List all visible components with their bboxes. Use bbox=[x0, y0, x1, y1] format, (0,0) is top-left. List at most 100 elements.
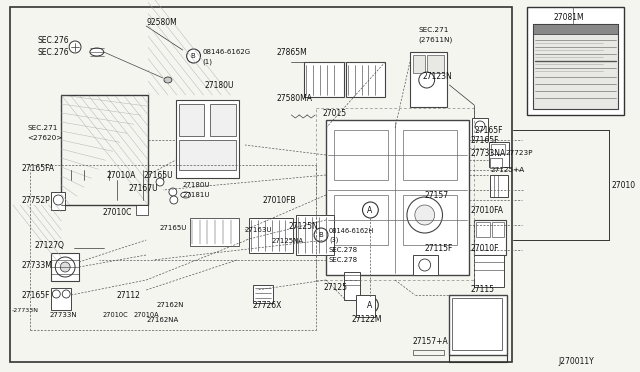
Text: 27122M: 27122M bbox=[351, 315, 382, 324]
Bar bbox=[527, 7, 624, 115]
Bar bbox=[334, 130, 388, 180]
Text: A: A bbox=[367, 205, 372, 215]
Bar bbox=[492, 222, 504, 237]
Bar bbox=[179, 140, 236, 170]
Circle shape bbox=[362, 202, 378, 218]
Circle shape bbox=[62, 290, 70, 298]
Text: 27010C: 27010C bbox=[103, 208, 132, 217]
Text: 27125N: 27125N bbox=[289, 221, 318, 231]
Bar bbox=[346, 62, 385, 97]
Circle shape bbox=[52, 290, 60, 298]
Text: 27010FB: 27010FB bbox=[263, 196, 296, 205]
Circle shape bbox=[169, 188, 177, 196]
Text: 27180U: 27180U bbox=[204, 80, 234, 90]
Text: 27157: 27157 bbox=[425, 190, 449, 199]
Text: 92580M: 92580M bbox=[146, 17, 177, 26]
Bar bbox=[304, 62, 344, 97]
Text: 27010FA: 27010FA bbox=[470, 205, 503, 215]
Text: 27181U: 27181U bbox=[183, 192, 210, 198]
Text: 27125+A: 27125+A bbox=[491, 167, 525, 173]
Text: (1): (1) bbox=[202, 59, 212, 65]
Bar bbox=[253, 285, 273, 303]
Text: 08146-6162H: 08146-6162H bbox=[329, 228, 374, 234]
Bar bbox=[51, 192, 65, 210]
Bar bbox=[452, 298, 502, 350]
Bar bbox=[189, 218, 239, 246]
Bar bbox=[296, 215, 334, 255]
Bar bbox=[403, 130, 458, 180]
Text: 27165F: 27165F bbox=[474, 125, 502, 135]
Bar bbox=[490, 158, 502, 168]
Text: 27165F: 27165F bbox=[22, 291, 50, 299]
Bar bbox=[413, 55, 425, 73]
Bar bbox=[136, 205, 148, 215]
Text: 27010A: 27010A bbox=[107, 170, 136, 180]
Text: 27123N: 27123N bbox=[423, 71, 452, 80]
Circle shape bbox=[314, 228, 328, 242]
Bar bbox=[403, 195, 458, 245]
Text: 27157+A: 27157+A bbox=[413, 337, 449, 346]
Text: 27165U: 27165U bbox=[160, 225, 188, 231]
Text: 27733M: 27733M bbox=[22, 260, 52, 269]
Text: 27865M: 27865M bbox=[276, 48, 307, 57]
Bar bbox=[249, 218, 293, 253]
Bar bbox=[344, 272, 360, 300]
Text: 27125: 27125 bbox=[324, 283, 348, 292]
Text: 27010: 27010 bbox=[611, 180, 636, 189]
Text: (3): (3) bbox=[329, 237, 339, 243]
Circle shape bbox=[55, 257, 75, 277]
Text: SEC.271: SEC.271 bbox=[419, 27, 449, 33]
Text: J270011Y: J270011Y bbox=[558, 357, 594, 366]
Text: SEC.278: SEC.278 bbox=[329, 257, 358, 263]
Text: 27733N: 27733N bbox=[49, 312, 77, 318]
Text: 08146-6162G: 08146-6162G bbox=[202, 49, 251, 55]
Circle shape bbox=[362, 297, 378, 313]
Bar bbox=[533, 24, 618, 109]
Ellipse shape bbox=[164, 77, 172, 83]
Bar bbox=[474, 255, 504, 287]
Ellipse shape bbox=[90, 48, 104, 56]
Text: <27620>: <27620> bbox=[28, 135, 63, 141]
Text: SEC.276: SEC.276 bbox=[38, 48, 69, 57]
Bar bbox=[449, 295, 507, 355]
Circle shape bbox=[475, 121, 485, 131]
Bar bbox=[474, 220, 506, 255]
Text: 27127Q: 27127Q bbox=[35, 241, 65, 250]
Circle shape bbox=[419, 72, 435, 88]
Text: 27010F: 27010F bbox=[470, 244, 499, 253]
Text: 27733NA: 27733NA bbox=[470, 148, 506, 157]
Bar bbox=[489, 142, 509, 167]
Circle shape bbox=[415, 205, 435, 225]
Ellipse shape bbox=[180, 192, 191, 198]
Text: 27165FA: 27165FA bbox=[22, 164, 55, 173]
Text: SEC.278: SEC.278 bbox=[329, 247, 358, 253]
Text: -27733N: -27733N bbox=[12, 308, 39, 312]
Bar bbox=[179, 104, 204, 136]
Text: 27752P: 27752P bbox=[22, 196, 51, 205]
Text: B: B bbox=[191, 53, 195, 59]
Text: 27165U: 27165U bbox=[143, 170, 173, 180]
Text: A: A bbox=[367, 301, 372, 310]
Text: 27723P: 27723P bbox=[506, 150, 533, 156]
Circle shape bbox=[53, 195, 63, 205]
Text: 27115F: 27115F bbox=[425, 244, 453, 253]
Text: 27162NA: 27162NA bbox=[146, 317, 179, 323]
Circle shape bbox=[419, 259, 431, 271]
Text: B: B bbox=[318, 232, 323, 238]
Text: SEC.276: SEC.276 bbox=[38, 35, 69, 45]
Bar bbox=[410, 52, 447, 107]
Bar bbox=[51, 253, 79, 281]
Bar bbox=[413, 255, 438, 275]
Bar bbox=[490, 175, 508, 197]
Circle shape bbox=[69, 41, 81, 53]
Text: 27180U: 27180U bbox=[183, 182, 210, 188]
Text: 27115: 27115 bbox=[470, 285, 494, 295]
Bar bbox=[326, 120, 469, 275]
Text: 27165F: 27165F bbox=[470, 135, 499, 144]
Bar bbox=[491, 144, 505, 154]
Text: 27010A: 27010A bbox=[133, 312, 159, 318]
Text: 27015: 27015 bbox=[322, 109, 346, 118]
Text: 27167U: 27167U bbox=[129, 183, 158, 192]
Bar bbox=[61, 95, 148, 205]
Text: SEC.271: SEC.271 bbox=[28, 125, 58, 131]
